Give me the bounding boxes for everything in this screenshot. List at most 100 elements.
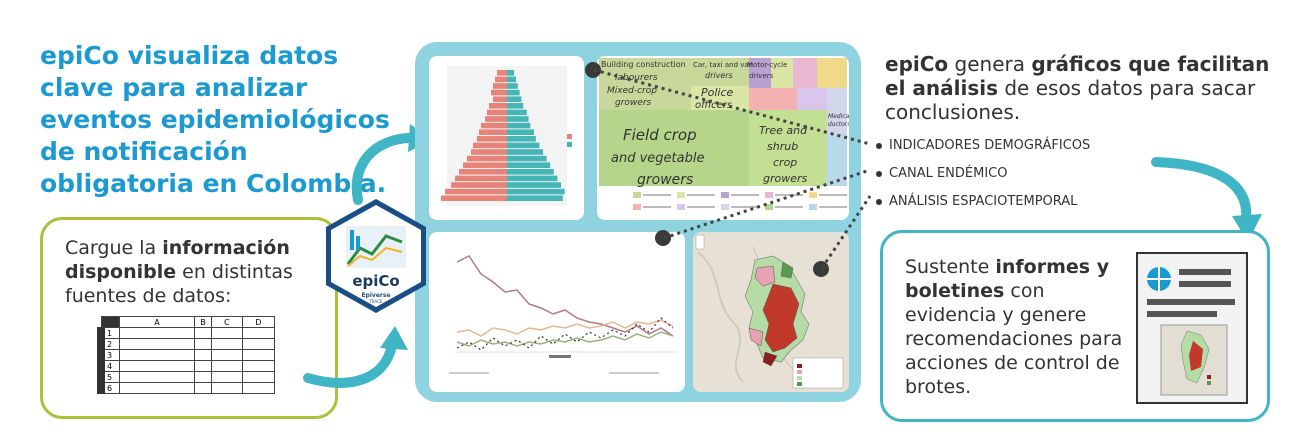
pyramid-bar-m [507, 109, 527, 116]
treemap-label: doctors [828, 121, 849, 128]
treemap-label: Motor-cycle [747, 61, 787, 69]
pyramid-bar-f [473, 142, 507, 149]
bullet-label: CANAL ENDÉMICO [889, 166, 1008, 181]
pyramid-bar-f [481, 122, 507, 129]
spreadsheet-icon: A B C D 1 2 3 4 5 6 [97, 316, 276, 406]
pyramid-bar-f [451, 182, 507, 188]
treemap-legend-swatch [765, 192, 773, 198]
endemic-channel-card [429, 232, 685, 392]
pyramid-bar-m [507, 169, 554, 175]
callout-dot [655, 230, 671, 246]
bullet-dot-icon [876, 170, 882, 177]
sheet-row-header: 1 [97, 327, 120, 339]
report-document-icon [1136, 252, 1248, 404]
population-pyramid-card [429, 56, 584, 220]
pyramid-bar-m [507, 96, 522, 102]
reports-suffix: con evidencia y genere recomendaciones p… [905, 280, 1123, 398]
pyramid-bar-f [491, 89, 507, 96]
upload-suffix: en distintas fuentes de datos: [65, 261, 293, 307]
pyramid-bar-f [487, 109, 507, 116]
treemap-label: and vegetable [611, 151, 704, 166]
pyramid-bar-m [507, 116, 529, 122]
pyramid-bar-f [497, 70, 507, 76]
callout-dot [585, 62, 601, 78]
treemap-legend-swatch [677, 192, 685, 198]
bullet-item: ANÁLISIS ESPACIOTEMPORAL [876, 194, 1090, 209]
occupation-treemap-card: Building construction labourers Mixed-cr… [597, 56, 849, 220]
treemap-legend-text [775, 206, 803, 208]
treemap-legend-text [819, 206, 847, 208]
pyramid-bar-f [477, 136, 507, 142]
pyramid-bar-m [507, 136, 536, 142]
description-bold: gráficos que facilitan el análisis [885, 52, 1270, 100]
treemap-legend-swatch [633, 192, 641, 198]
epico-logo: epiCo Epiverse TRACE [326, 199, 426, 313]
treemap-label: growers [637, 172, 693, 188]
endemic-channel-chart [449, 255, 677, 374]
intro-brand: epiCo [40, 41, 119, 70]
pyramid-bar-f [471, 149, 507, 155]
upload-prefix: Cargue la [65, 237, 163, 259]
pyramid-bar-m [507, 76, 516, 83]
pyramid-bar-f [463, 162, 507, 168]
treemap-legend-text [775, 194, 803, 196]
pyramid-bar-m [507, 122, 531, 129]
description-part1: genera [948, 52, 1032, 76]
pyramid-bar-f [455, 175, 507, 182]
upload-card: Cargue la información disponible en dist… [40, 217, 338, 419]
logo-sub: TRACE [368, 299, 383, 304]
bullet-label: ANÁLISIS ESPACIOTEMPORAL [889, 194, 1078, 209]
callout-dot [813, 261, 829, 277]
treemap-label: labourers [615, 73, 658, 83]
description-brand: epiCo [885, 52, 949, 76]
pyramid-bar-f [485, 116, 507, 122]
sheet-row-header: 6 [97, 382, 120, 394]
description-part2: de esos datos para sacar conclusiones. [885, 76, 1256, 124]
sheet-row-header: 2 [97, 338, 120, 350]
treemap-legend-text [731, 194, 759, 196]
treemap-legend-swatch [765, 204, 773, 210]
sheet-col-header: C [211, 316, 243, 328]
pyramid-bar-m [507, 162, 551, 168]
occupation-treemap-chart: Building construction labourers Mixed-cr… [597, 56, 849, 210]
pyramid-bar-m [507, 129, 534, 135]
treemap-legend-swatch [809, 192, 817, 198]
treemap-label: officers [695, 100, 732, 111]
pyramid-bar-m [507, 195, 563, 201]
treemap-label: Police [701, 86, 734, 99]
spatiotemporal-map-card [693, 232, 849, 392]
sheet-col-header: D [241, 316, 276, 328]
intro-rest: visualiza datos clave para analizar even… [40, 41, 390, 198]
treemap-label: Medical [828, 113, 849, 120]
treemap-legend-text [731, 206, 759, 208]
reports-bold: informes y boletines [905, 256, 1110, 302]
pyramid-bar-m [507, 70, 515, 76]
pyramid-bar-m [507, 142, 540, 149]
treemap-legend-text [643, 206, 671, 208]
population-pyramid-chart [441, 66, 572, 206]
logo-title: epiCo [352, 272, 399, 290]
treemap-label: Car, taxi and van [693, 61, 753, 69]
treemap-label: growers [763, 172, 808, 185]
treemap-label: shrub [767, 140, 798, 153]
treemap-label: Field crop [623, 126, 697, 144]
treemap-label: growers [615, 98, 652, 108]
pyramid-bar-m [507, 155, 547, 162]
upload-bold: información disponible [65, 237, 290, 283]
treemap-legend-swatch [721, 204, 729, 210]
pyramid-bar-f [459, 169, 507, 175]
reports-text: Sustente informes y boletines con eviden… [905, 255, 1125, 399]
arrow-curve-icon [303, 326, 408, 388]
sheet-row-header: 3 [97, 349, 120, 361]
treemap-label: drivers [749, 72, 774, 80]
treemap-legend-swatch [809, 204, 817, 210]
treemap-label: Mixed-crop [607, 86, 657, 96]
pyramid-bar-m [507, 149, 543, 155]
treemap-label: Tree and [759, 124, 808, 137]
pyramid-bar-f [445, 188, 507, 195]
treemap-legend-swatch [677, 204, 685, 210]
pyramid-bar-m [507, 89, 520, 96]
pyramid-bar-m [507, 188, 565, 195]
logo-org: Epiverse [361, 292, 390, 299]
pyramid-bar-m [507, 103, 524, 109]
